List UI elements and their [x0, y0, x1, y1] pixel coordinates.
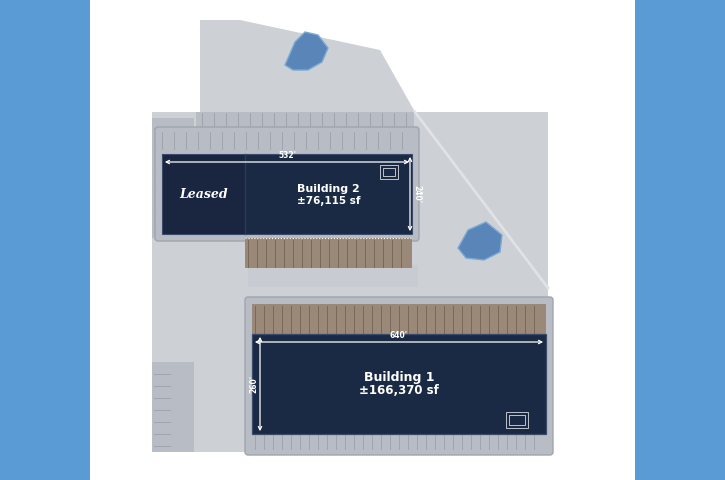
Polygon shape [458, 222, 502, 260]
Bar [506, 412, 528, 428]
Bar [252, 334, 546, 434]
Bar [509, 415, 525, 425]
Polygon shape [200, 20, 415, 112]
Polygon shape [152, 112, 548, 452]
Bar [158, 130, 416, 150]
Bar [162, 154, 245, 234]
Polygon shape [285, 32, 328, 70]
Text: 640': 640' [390, 331, 408, 340]
Bar [162, 154, 412, 234]
Text: Building 1: Building 1 [364, 372, 434, 384]
Bar [380, 165, 398, 179]
Bar [152, 362, 194, 452]
Text: 240': 240' [412, 185, 421, 203]
Polygon shape [415, 112, 548, 288]
Bar [245, 154, 412, 234]
Text: ±76,115 sf: ±76,115 sf [297, 196, 360, 206]
Text: Building 2: Building 2 [297, 184, 360, 194]
Bar [383, 168, 395, 176]
Bar [196, 112, 414, 130]
Bar [252, 304, 546, 334]
FancyBboxPatch shape [155, 127, 419, 241]
Bar [252, 434, 546, 450]
Text: 260': 260' [249, 375, 258, 393]
Text: Leased: Leased [179, 188, 228, 201]
Text: 532': 532' [278, 151, 296, 160]
Bar [245, 238, 412, 268]
Bar [248, 265, 418, 287]
Text: ±166,370 sf: ±166,370 sf [359, 384, 439, 396]
FancyBboxPatch shape [245, 297, 553, 455]
Bar [152, 118, 194, 238]
